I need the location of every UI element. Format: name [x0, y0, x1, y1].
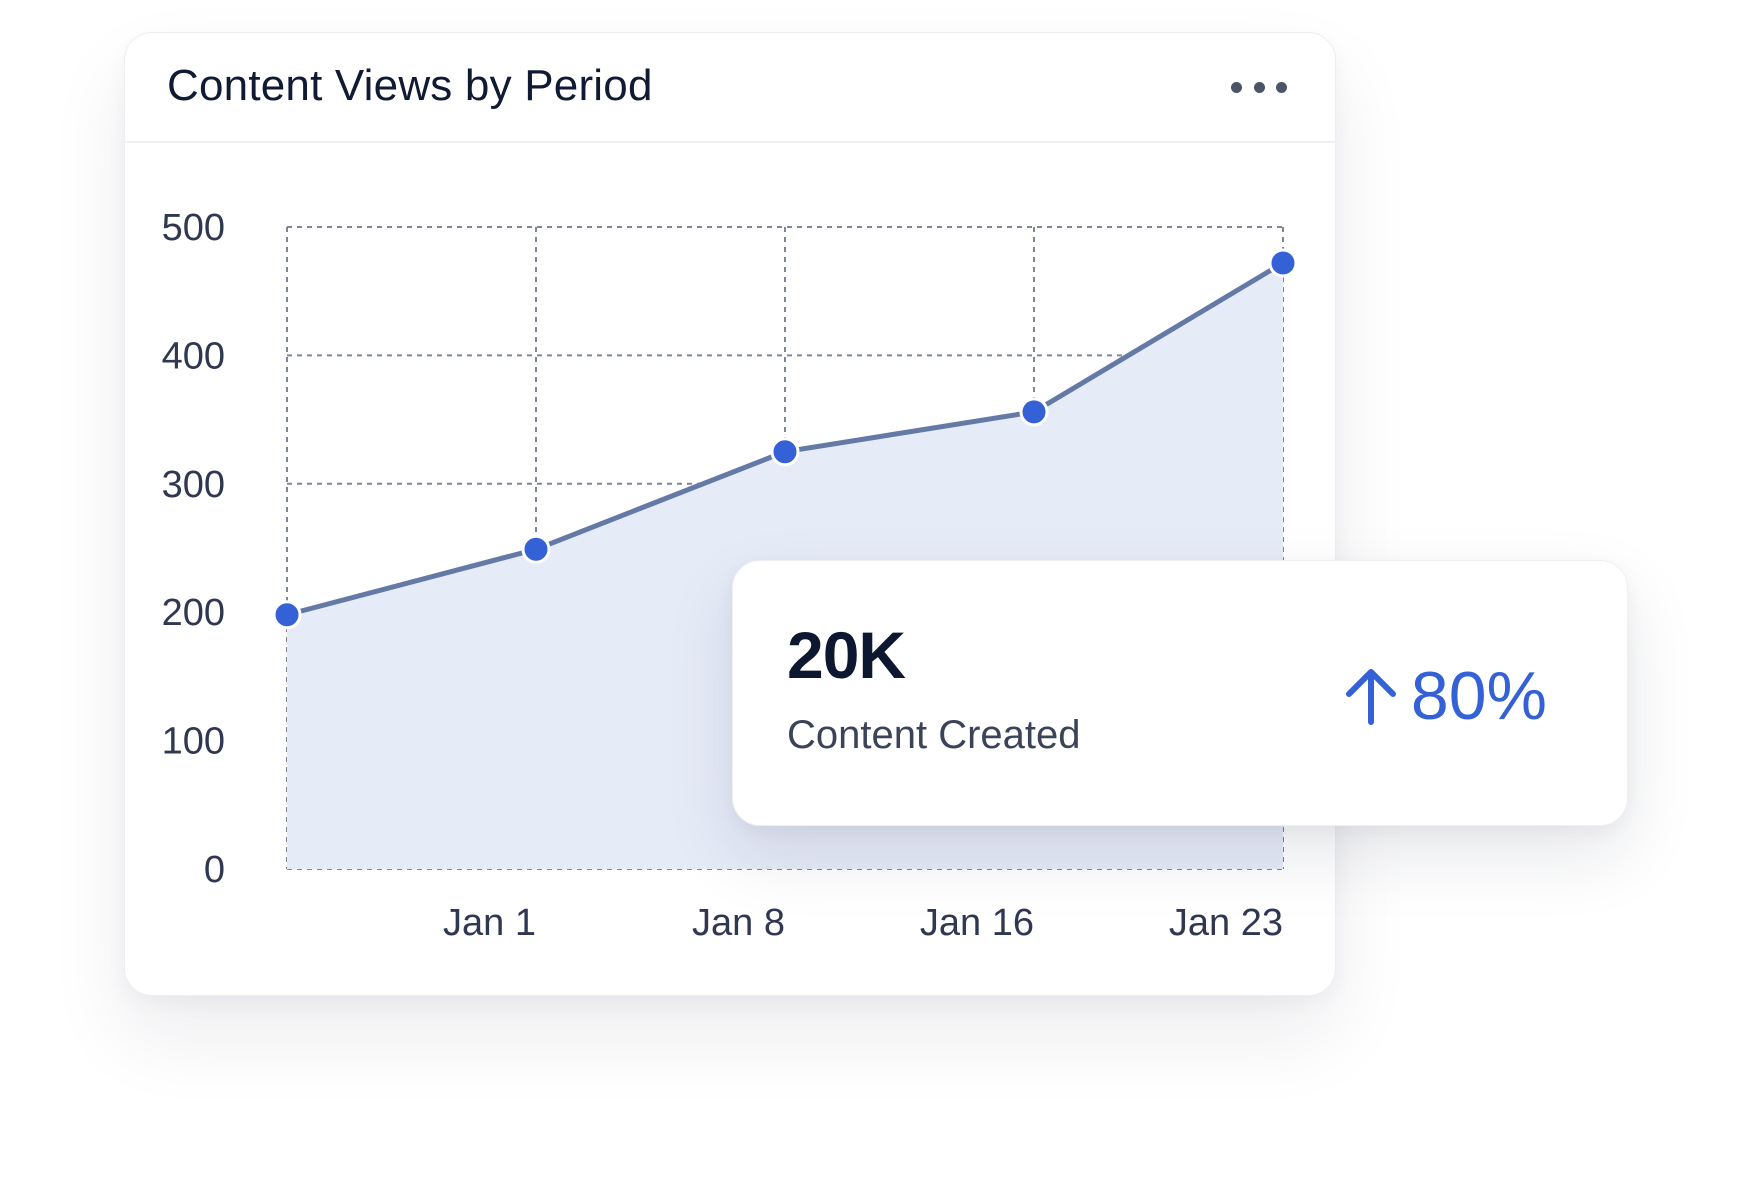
x-axis: Jan 1 Jan 8 Jan 16 Jan 23: [443, 902, 1283, 944]
data-point: [1268, 248, 1298, 278]
stat-change-value: 80%: [1410, 658, 1547, 734]
data-point: [770, 437, 800, 467]
menu-dot: [1231, 81, 1242, 93]
area-chart: 0 100 200 300 400 500 Jan 1 Jan 8 Jan 16 Jan 23: [162, 207, 1298, 944]
y-tick-label: 0: [204, 849, 225, 891]
x-tick-label: Jan 1: [443, 902, 536, 944]
data-point: [1019, 397, 1049, 427]
chart-points: [272, 248, 1298, 630]
y-axis: 0 100 200 300 400 500: [162, 207, 225, 891]
stat-change: 80%: [1345, 657, 1547, 735]
menu-dot: [1276, 81, 1287, 93]
y-tick-label: 400: [162, 335, 225, 377]
stat-value: 20K: [787, 618, 906, 692]
menu-dot: [1253, 81, 1265, 93]
arrow-up-icon: [1345, 669, 1396, 725]
y-tick-label: 100: [162, 721, 225, 763]
more-options-icon[interactable]: [1231, 75, 1287, 99]
x-tick-label: Jan 16: [920, 902, 1034, 944]
chart-title: Content Views by Period: [167, 61, 653, 110]
chart-card: Content Views by Period 0 100 200 300 400 500…: [124, 32, 1336, 996]
stat-label: Content Created: [787, 713, 1081, 757]
x-tick-label: Jan 23: [1169, 902, 1283, 944]
data-point: [272, 600, 302, 630]
x-tick-label: Jan 8: [692, 902, 785, 944]
y-tick-label: 500: [162, 207, 225, 249]
data-point: [521, 534, 551, 564]
y-tick-label: 200: [162, 592, 225, 634]
y-tick-label: 300: [162, 464, 225, 506]
card-header: Content Views by Period: [125, 33, 1335, 143]
stat-card: 20K Content Created 80%: [732, 560, 1628, 826]
